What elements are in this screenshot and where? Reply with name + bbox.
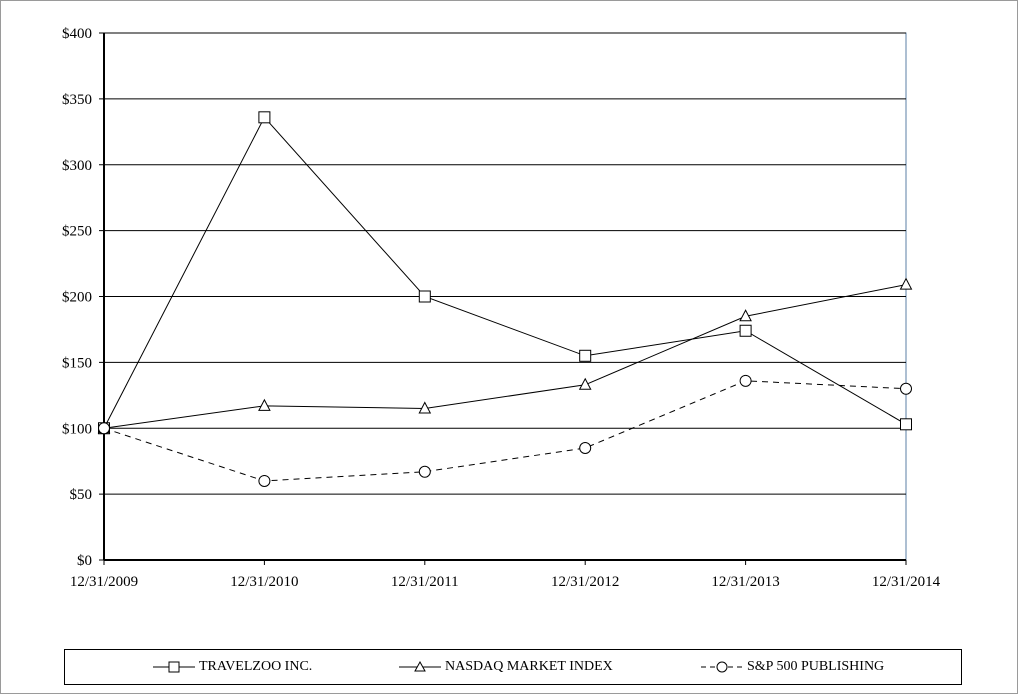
data-point-square [579,349,592,362]
legend-marker-circle [701,661,743,673]
data-point-triangle [258,398,271,411]
legend-marker-triangle [399,661,441,672]
y-tick-label: $50 [70,487,93,503]
data-point-triangle [578,377,592,390]
data-point-triangle [418,401,432,414]
data-point-circle [579,442,592,455]
legend-item-nasdaq: NASDAQ MARKET INDEX [399,650,613,684]
y-tick-label: $150 [62,355,92,371]
x-tick-label: 12/31/2009 [70,574,138,590]
legend-item-travelzoo: TRAVELZOO INC. [153,650,312,684]
y-tick-label: $250 [62,224,92,240]
legend-label: NASDAQ MARKET INDEX [445,659,613,674]
legend-item-sp500-publishing: S&P 500 PUBLISHING [701,650,884,684]
legend: TRAVELZOO INC. NASDAQ MARKET INDEX S&P 5… [64,649,962,685]
series-line-circle [103,380,907,482]
data-point-triangle [899,277,913,290]
y-tick-label: $350 [62,92,92,108]
y-tick-label: $100 [62,421,92,437]
data-point-square [258,111,271,124]
legend-label: S&P 500 PUBLISHING [747,659,885,674]
series-line-square [103,116,907,429]
legend-label: TRAVELZOO INC. [199,659,313,674]
data-point-square [900,418,912,431]
data-point-circle [98,422,110,435]
y-tick-label: $400 [62,26,92,42]
legend-marker-square [153,661,195,673]
x-tick-label: 12/31/2010 [230,574,298,590]
data-point-circle [418,465,431,478]
data-point-circle [739,374,752,387]
y-tick-label: $300 [62,158,92,174]
y-tick-label: $0 [77,553,92,569]
x-tick-label: 12/31/2014 [872,574,941,590]
data-point-circle [258,474,271,487]
data-point-circle [900,382,912,395]
x-tick-label: 12/31/2011 [391,574,459,590]
series-line-triangle [103,284,907,429]
data-point-square [418,290,431,303]
data-point-square [739,324,752,337]
x-tick-label: 12/31/2012 [551,574,619,590]
data-point-triangle [739,309,752,322]
x-tick-label: 12/31/2013 [711,574,779,590]
y-tick-label: $200 [62,290,92,306]
